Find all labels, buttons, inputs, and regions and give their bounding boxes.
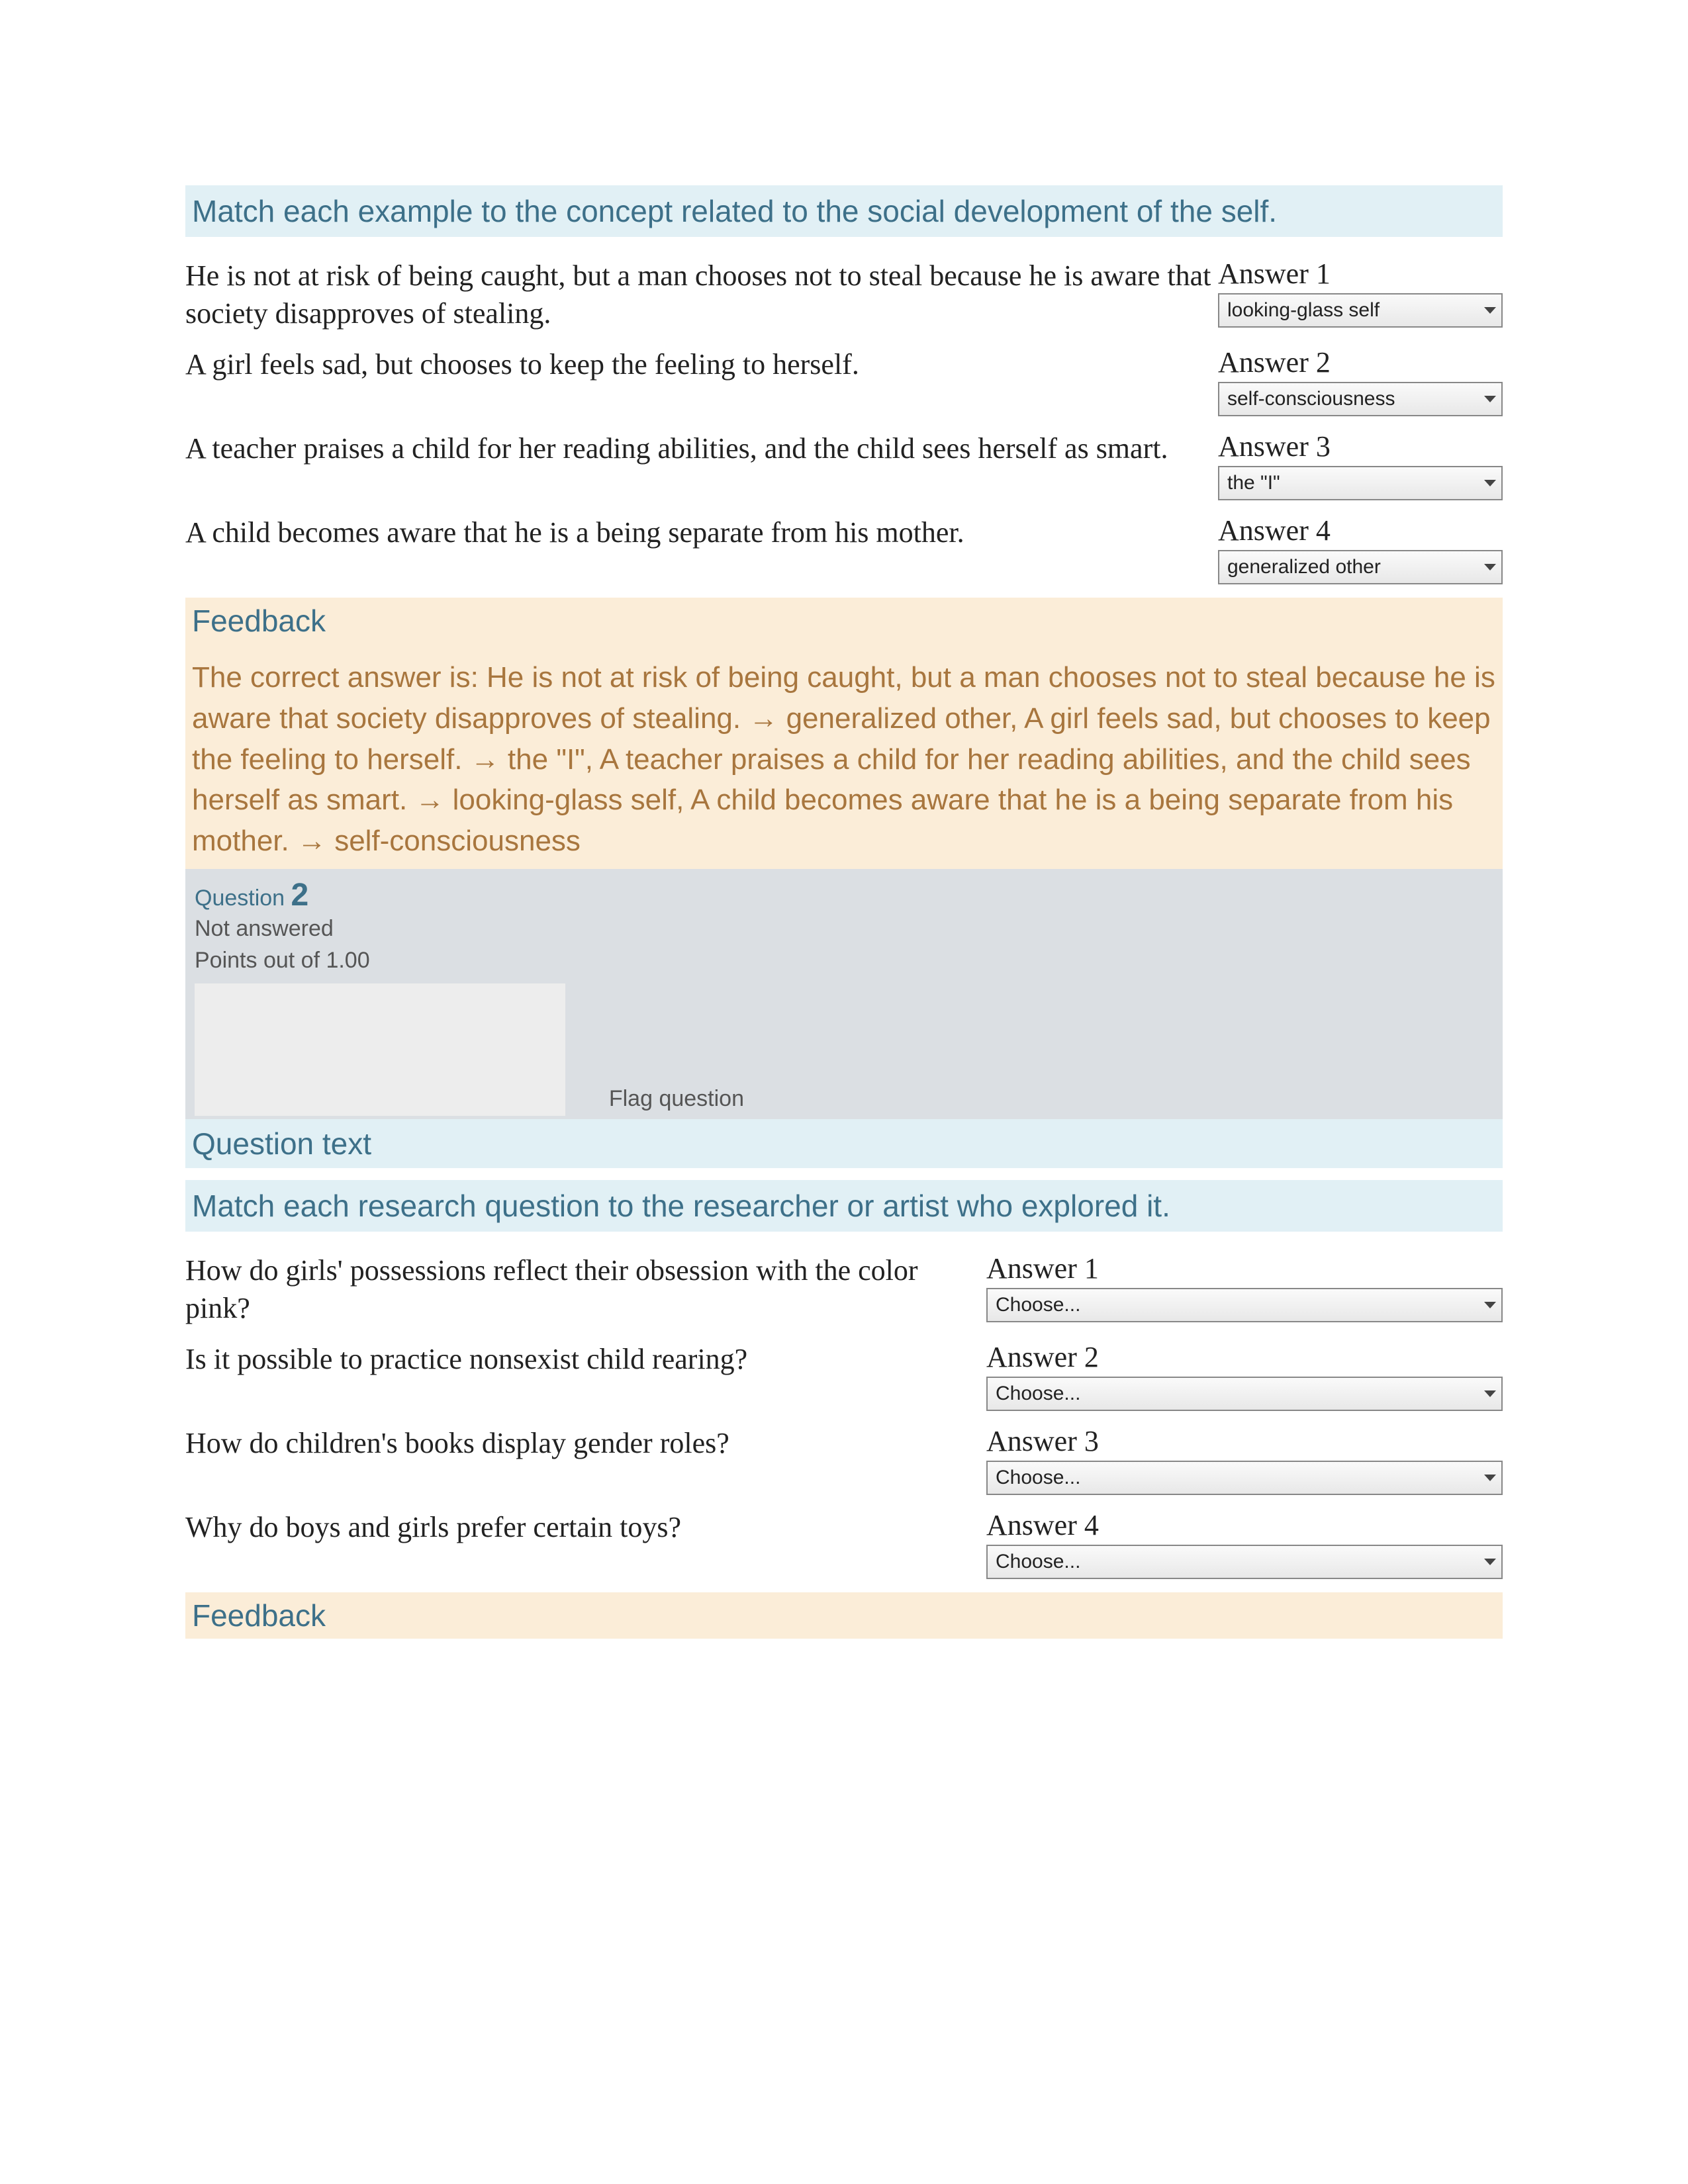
answer-select[interactable]: Choose... — [986, 1461, 1503, 1495]
match-answer: Answer 2 self-consciousness — [1218, 345, 1503, 416]
match-row: A girl feels sad, but chooses to keep th… — [185, 345, 1503, 416]
match-row: A child becomes aware that he is a being… — [185, 514, 1503, 584]
match-row: He is not at risk of being caught, but a… — [185, 257, 1503, 332]
match-prompt: A teacher praises a child for her readin… — [185, 430, 1218, 500]
match-answer: Answer 1 looking-glass self — [1218, 257, 1503, 332]
match-row: How do children's books display gender r… — [185, 1424, 1503, 1495]
select-value: the "I" — [1227, 472, 1280, 494]
match-answer: Answer 1 Choose... — [986, 1251, 1503, 1327]
question-meta: Question 2 Not answered Points out of 1.… — [185, 869, 1503, 1118]
question-points: Points out of 1.00 — [195, 945, 1493, 977]
answer-select[interactable]: Choose... — [986, 1545, 1503, 1579]
question-title: Match each research question to the rese… — [185, 1180, 1503, 1232]
answer-select[interactable]: the "I" — [1218, 466, 1503, 500]
section-header: Question text — [185, 1119, 1503, 1168]
match-answer: Answer 4 generalized other — [1218, 514, 1503, 584]
chevron-down-icon — [1484, 564, 1496, 570]
match-prompt: How do girls' possessions reflect their … — [185, 1251, 986, 1327]
chevron-down-icon — [1484, 396, 1496, 402]
answer-select[interactable]: self-consciousness — [1218, 382, 1503, 416]
answer-label: Answer 1 — [1218, 257, 1503, 291]
chevron-down-icon — [1484, 480, 1496, 486]
match-row: Why do boys and girls prefer certain toy… — [185, 1508, 1503, 1579]
match-answer: Answer 2 Choose... — [986, 1340, 1503, 1411]
chevron-down-icon — [1484, 1559, 1496, 1565]
match-row: A teacher praises a child for her readin… — [185, 430, 1503, 500]
question-status: Not answered — [195, 913, 1493, 945]
match-prompt: Why do boys and girls prefer certain toy… — [185, 1508, 986, 1579]
flag-area — [195, 983, 565, 1116]
question-number-line: Question 2 — [195, 877, 1493, 913]
answer-label: Answer 1 — [986, 1251, 1503, 1285]
match-prompt: A child becomes aware that he is a being… — [185, 514, 1218, 584]
flag-question-link[interactable]: Flag question — [609, 1086, 744, 1112]
feedback-body: The correct answer is: He is not at risk… — [185, 644, 1503, 869]
answer-select[interactable]: generalized other — [1218, 550, 1503, 584]
chevron-down-icon — [1484, 1390, 1496, 1397]
select-value: Choose... — [996, 1383, 1080, 1405]
match-answer: Answer 3 Choose... — [986, 1424, 1503, 1495]
match-answer: Answer 3 the "I" — [1218, 430, 1503, 500]
match-prompt: A girl feels sad, but chooses to keep th… — [185, 345, 1218, 416]
question-title: Match each example to the concept relate… — [185, 185, 1503, 237]
chevron-down-icon — [1484, 307, 1496, 314]
match-row: Is it possible to practice nonsexist chi… — [185, 1340, 1503, 1411]
question-label: Question — [195, 886, 285, 911]
answer-label: Answer 3 — [986, 1424, 1503, 1458]
answer-select[interactable]: Choose... — [986, 1377, 1503, 1411]
answer-select[interactable]: Choose... — [986, 1288, 1503, 1322]
answer-label: Answer 2 — [986, 1340, 1503, 1374]
match-prompt: Is it possible to practice nonsexist chi… — [185, 1340, 986, 1411]
question-number: 2 — [291, 878, 309, 913]
select-value: generalized other — [1227, 556, 1381, 578]
select-value: Choose... — [996, 1294, 1080, 1316]
answer-label: Answer 4 — [986, 1508, 1503, 1542]
select-value: looking-glass self — [1227, 299, 1380, 322]
chevron-down-icon — [1484, 1475, 1496, 1481]
select-value: Choose... — [996, 1551, 1080, 1573]
match-row: How do girls' possessions reflect their … — [185, 1251, 1503, 1327]
match-prompt: He is not at risk of being caught, but a… — [185, 257, 1218, 332]
chevron-down-icon — [1484, 1302, 1496, 1308]
select-value: Choose... — [996, 1467, 1080, 1489]
match-answer: Answer 4 Choose... — [986, 1508, 1503, 1579]
answer-label: Answer 3 — [1218, 430, 1503, 463]
feedback-header: Feedback — [185, 1592, 1503, 1639]
match-prompt: How do children's books display gender r… — [185, 1424, 986, 1495]
select-value: self-consciousness — [1227, 388, 1395, 410]
answer-label: Answer 4 — [1218, 514, 1503, 547]
answer-label: Answer 2 — [1218, 345, 1503, 379]
feedback-header: Feedback — [185, 598, 1503, 644]
answer-select[interactable]: looking-glass self — [1218, 293, 1503, 328]
